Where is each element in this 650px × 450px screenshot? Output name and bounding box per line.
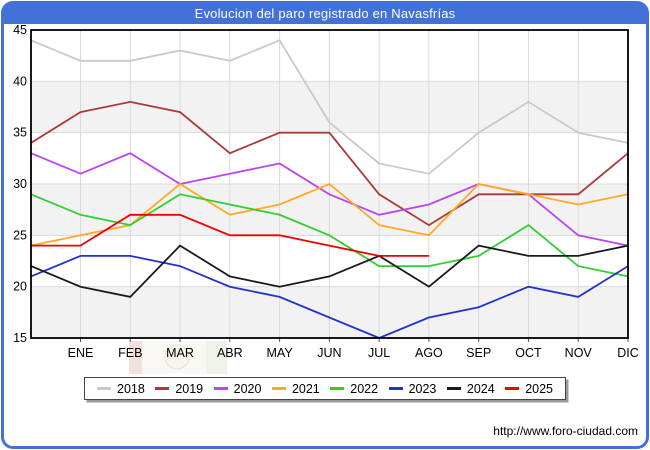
y-tick-label: 25 — [13, 228, 27, 242]
legend-item-2021: 2021 — [271, 381, 320, 396]
x-tick-label: MAR — [166, 346, 194, 360]
legend-dash-icon — [505, 387, 520, 390]
legend: 2018 2019 2020 2021 2022 2023 2024 2025 — [84, 377, 566, 400]
x-tick-label: OCT — [515, 346, 542, 360]
flag-watermark — [129, 341, 227, 374]
footer-url: http://www.foro-ciudad.com — [493, 424, 638, 438]
y-tick-label: 30 — [13, 177, 27, 191]
legend-item-2025: 2025 — [505, 382, 553, 396]
legend-dash-icon — [155, 387, 170, 390]
legend-dash-icon — [446, 387, 461, 390]
x-tick-label: DIC — [617, 346, 639, 360]
series-2025 — [31, 213, 429, 257]
legend-item-2019: 2019 — [155, 382, 203, 396]
legend-label: 2019 — [175, 381, 204, 396]
legend-label: 2020 — [233, 381, 262, 396]
x-tick-label: NOV — [565, 346, 593, 360]
x-tick-label: JUN — [317, 346, 341, 360]
legend-dash-icon — [388, 387, 403, 390]
legend-item-2023: 2023 — [388, 381, 437, 396]
x-tick-label: MAY — [267, 346, 294, 360]
x-tick-label: JUL — [368, 346, 390, 360]
legend-item-2018: 2018 — [97, 382, 145, 396]
series-2024 — [30, 244, 629, 298]
chart-title-bar: Evolucion del paro registrado en Navasfr… — [3, 3, 647, 24]
x-tick-label: AGO — [415, 346, 443, 360]
legend-dash-icon — [271, 387, 286, 390]
y-tick-label: 40 — [13, 74, 27, 88]
plot-border — [30, 29, 629, 339]
legend-label: 2022 — [350, 381, 379, 396]
x-tick-label: ABR — [217, 346, 243, 360]
x-tick-label: ENE — [68, 346, 94, 360]
y-tick-label: 35 — [13, 126, 27, 140]
legend-label: 2021 — [291, 381, 320, 396]
y-tick-label: 20 — [13, 280, 27, 294]
legend-item-2022: 2022 — [330, 382, 378, 396]
legend-item-2020: 2020 — [213, 381, 262, 396]
series-2022 — [30, 193, 629, 278]
legend-label: 2025 — [525, 381, 553, 396]
legend-label: 2023 — [408, 381, 437, 396]
series-2023 — [30, 254, 629, 339]
chart-title: Evolucion del paro registrado en Navasfr… — [194, 6, 456, 21]
x-tick-label: SEP — [466, 346, 491, 360]
legend-dash-icon — [330, 387, 345, 390]
x-tick-label: FEB — [118, 346, 142, 360]
y-tick-label: 45 — [13, 23, 27, 37]
legend-dash-icon — [97, 387, 111, 390]
y-tick-label: 15 — [13, 331, 27, 345]
legend-dash-icon — [213, 387, 228, 390]
legend-label: 2024 — [466, 381, 495, 396]
series-2018 — [30, 39, 629, 175]
legend-label: 2018 — [117, 381, 145, 396]
legend-item-2024: 2024 — [446, 381, 495, 396]
